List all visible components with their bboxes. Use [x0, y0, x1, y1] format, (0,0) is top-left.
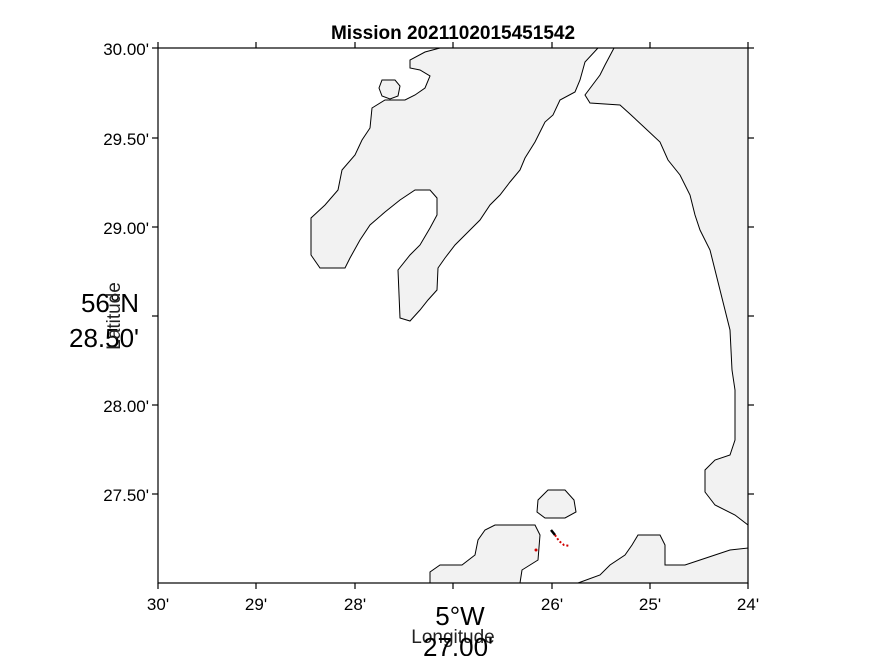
x-tick-label: 26': [541, 595, 563, 614]
x-tick-label: 25': [639, 595, 661, 614]
land-northeast: [584, 47, 749, 527]
y-center-minute-label: 28.50': [69, 323, 139, 353]
x-tick-label: 28': [344, 595, 366, 614]
y-tick-label: 28.00': [103, 397, 149, 416]
x-axis-label: Longitude: [411, 627, 494, 648]
track-segment-red: [554, 534, 571, 547]
land-islet-north: [378, 79, 401, 100]
map-title: Mission 2021102015451542: [331, 23, 575, 44]
y-tick-label: 30.00': [103, 40, 149, 59]
x-tick-label: 30': [147, 595, 169, 614]
tick-marks: [152, 42, 754, 589]
y-tick-label: 29.50': [103, 130, 149, 149]
track-point-red: [534, 548, 538, 552]
y-tick-label: 27.50': [103, 486, 149, 505]
land-islet-south: [536, 489, 577, 519]
y-center-degree-label: 56°N: [81, 288, 139, 318]
y-tick-label: 29.00': [103, 219, 149, 238]
y-axis-label: Latitude: [104, 282, 125, 350]
land-south-coast: [429, 524, 541, 584]
x-center-degree-label: 5°W: [435, 601, 485, 631]
x-tick-labels: 30' 29' 28' 26' 25' 24': [147, 595, 759, 614]
x-tick-label: 24': [737, 595, 759, 614]
x-tick-label: 29': [245, 595, 267, 614]
land-masses: [310, 47, 749, 584]
land-southeast-coast: [577, 534, 749, 584]
glider-track: [534, 529, 571, 552]
y-tick-labels: 30.00' 29.50' 29.00' 28.00' 27.50': [103, 40, 149, 505]
track-segment-black: [550, 529, 556, 536]
land-northwest-peninsula: [310, 47, 600, 322]
x-center-minute-label: 27.00': [423, 632, 493, 656]
